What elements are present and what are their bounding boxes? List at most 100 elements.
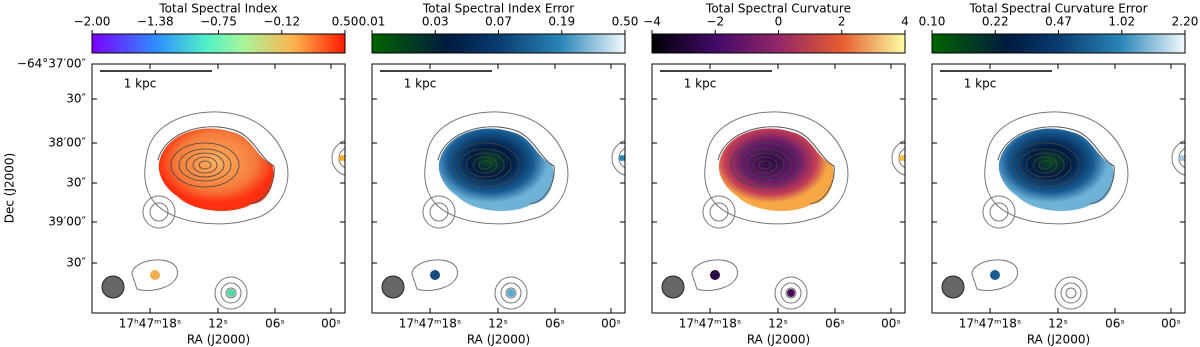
contour (738, 148, 792, 182)
colorbar-tick-label: 4 (901, 15, 909, 29)
source-emission (1067, 289, 1075, 297)
contour (745, 152, 785, 178)
beam (941, 275, 965, 299)
contour (437, 126, 555, 205)
colorbar-tick-label: −0.75 (200, 15, 237, 29)
source-emission (438, 128, 554, 211)
y-tick-label: 30″ (66, 176, 86, 190)
colorbar (91, 33, 346, 54)
contour (411, 259, 458, 291)
source-emission (150, 270, 160, 280)
beam (381, 275, 405, 299)
contour (785, 287, 797, 299)
contour (422, 195, 456, 229)
contour (691, 259, 738, 291)
contour (971, 259, 1018, 291)
colorbar (931, 33, 1186, 54)
contour (185, 152, 225, 178)
contour (758, 160, 772, 170)
beam (661, 275, 685, 299)
contour (1060, 282, 1082, 304)
x-tick-label: 12ˢ (208, 317, 228, 331)
source-emission (899, 155, 905, 161)
colorbar-title: Total Spectral Index (158, 2, 277, 16)
x-axis-label: RA (J2000) (1027, 333, 1090, 347)
x-tick-label: 00ˢ (321, 317, 341, 331)
mask (1185, 63, 1200, 314)
contour (142, 195, 176, 229)
colorbar-tick-label: 0.01 (359, 15, 386, 29)
contour (989, 202, 1009, 222)
x-tick-label: 06ˢ (1105, 317, 1125, 331)
contour (478, 160, 492, 170)
mask (625, 63, 652, 314)
colorbar-tick-label: 0.50 (612, 15, 639, 29)
colorbar-tick-label: −0.12 (263, 15, 300, 29)
contour (450, 142, 520, 188)
colorbar-title: Total Spectral Curvature Error (969, 2, 1148, 16)
contour (458, 148, 512, 182)
contour (225, 287, 237, 299)
x-tick-label: 17ʰ47ᵐ18ˢ (679, 317, 742, 331)
colorbar-tick-label: 0 (775, 15, 783, 29)
source-emission (787, 289, 795, 297)
contour (505, 287, 517, 299)
colorbar-tick-label: 1.02 (1108, 15, 1135, 29)
contour (774, 276, 808, 310)
x-tick-label: 17ʰ47ᵐ18ˢ (959, 317, 1022, 331)
contour (1025, 152, 1065, 178)
source-emission (339, 155, 345, 161)
y-tick-label: 39′00″ (48, 215, 86, 229)
source-emission (718, 128, 834, 211)
colorbar-tick-label: 0.50 (332, 15, 359, 29)
colorbar-tick-label: 0.07 (485, 15, 512, 29)
colorbar (371, 33, 626, 54)
contour (1032, 156, 1058, 174)
contour (1018, 148, 1072, 182)
map-panel: 1 kpc −64°37′00″ 30″ 38′00″ 30″ 39′00″ 30″ 17ʰ4… (17, 57, 372, 347)
contour (1038, 160, 1052, 170)
x-tick-label: 17ʰ47ᵐ18ˢ (119, 317, 182, 331)
colorbar-tick-label: 2 (838, 15, 846, 29)
contour (157, 126, 275, 205)
contour (500, 282, 522, 304)
y-tick-label: 30″ (66, 92, 86, 106)
contour (984, 111, 1129, 225)
map-panel: 1 kpc 17ʰ47ᵐ18ˢ 12ˢ 06ˢ 00ˢ RA (J2000) (371, 63, 652, 347)
colorbar-tick-label: −2.00 (74, 15, 111, 29)
contour (198, 160, 212, 170)
x-tick-label: 12ˢ (768, 317, 788, 331)
contour (220, 282, 242, 304)
contour (149, 202, 169, 222)
contour (702, 195, 736, 229)
x-tick-label: 06ˢ (825, 317, 845, 331)
colorbar-tick-label: 0.03 (422, 15, 449, 29)
y-axis-label: Dec (J2000) (3, 153, 17, 223)
x-tick-label: 12ˢ (488, 317, 508, 331)
contour (780, 282, 802, 304)
y-tick-label: −64°37′00″ (17, 57, 87, 71)
contour (429, 202, 449, 222)
contour (214, 276, 248, 310)
x-tick-label: 00ˢ (881, 317, 901, 331)
colorbar (651, 33, 906, 54)
source-emission (990, 270, 1000, 280)
scale-bar-label: 1 kpc (964, 77, 997, 91)
contour (717, 126, 835, 205)
contour (170, 142, 240, 188)
contour (494, 276, 528, 310)
source-emission (710, 270, 720, 280)
contour (465, 152, 505, 178)
source-emission (507, 289, 515, 297)
contour (730, 142, 800, 188)
colorbar-tick-label: 0.19 (548, 15, 575, 29)
x-axis-label: RA (J2000) (747, 333, 810, 347)
colorbar-tick-label: −2 (706, 15, 724, 29)
mask (345, 63, 372, 314)
y-tick-label: 38′00″ (48, 136, 86, 150)
colorbar-title: Total Spectral Curvature (705, 2, 851, 16)
contour (752, 156, 778, 174)
map-panel: 1 kpc 17ʰ47ᵐ18ˢ 12ˢ 06ˢ 00ˢ RA (J2000) (651, 63, 932, 347)
x-tick-label: 12ˢ (1048, 317, 1068, 331)
